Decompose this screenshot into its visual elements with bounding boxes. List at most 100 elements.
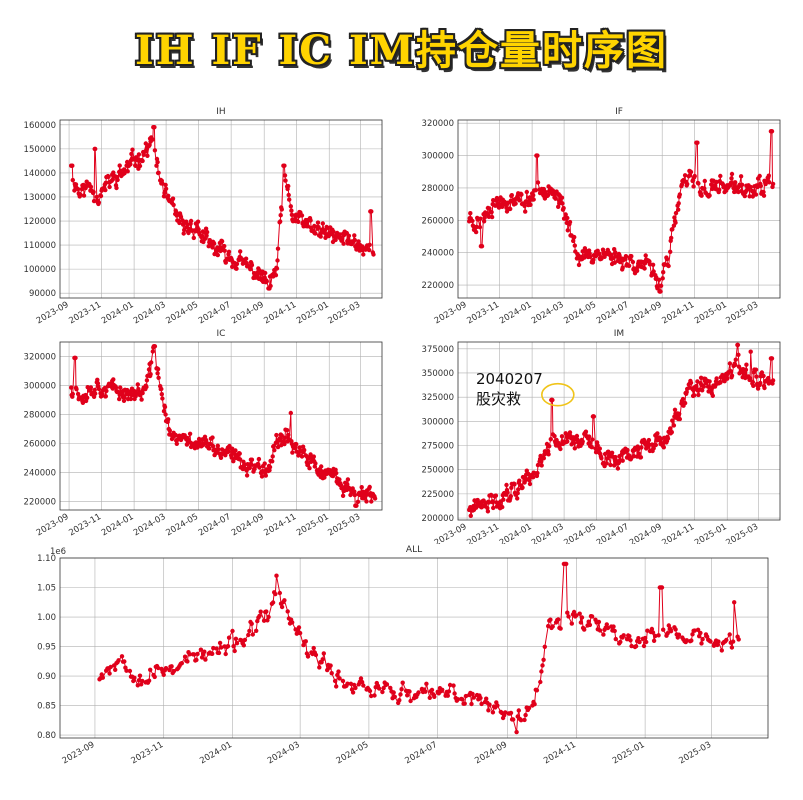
- all-data-point: [255, 618, 260, 624]
- all-xtick-label: 2023-11: [129, 740, 165, 766]
- if-data-point: [613, 250, 618, 255]
- all-data-point: [353, 685, 358, 691]
- if-chart-title: IF: [615, 107, 623, 117]
- ic-data-point: [345, 482, 350, 487]
- im-data-point: [517, 478, 522, 483]
- ih-data-point: [186, 230, 191, 236]
- chart-ih: IH 90000 100000 110000 120000 130000 140000 150…: [24, 107, 383, 326]
- ih-chart-title: IH: [216, 107, 225, 117]
- ih-data-point: [163, 186, 169, 191]
- im-data-point: [653, 442, 658, 448]
- ic-data-point: [69, 385, 74, 390]
- ih-ytick-label: 140000: [24, 169, 56, 179]
- ih-data-point: [282, 163, 287, 168]
- all-data-point: [285, 609, 290, 614]
- if-data-point: [669, 235, 674, 241]
- im-data-point: [707, 379, 712, 384]
- all-data-point: [539, 669, 544, 674]
- all-data-point: [320, 657, 325, 662]
- all-xtick-label: 2024-11: [542, 740, 578, 766]
- all-data-point: [301, 642, 306, 648]
- im-chart-title: IM: [614, 329, 624, 339]
- ic-data-point: [150, 349, 155, 354]
- if-data-point: [482, 215, 487, 220]
- ih-data-point: [315, 220, 321, 225]
- ic-data-point: [104, 388, 109, 394]
- all-data-point: [526, 705, 532, 711]
- im-data-point: [493, 493, 499, 498]
- ih-data-point: [282, 173, 288, 178]
- im-ytick-label: 300000: [422, 417, 454, 427]
- im-data-point: [567, 430, 573, 435]
- if-plot-frame: [457, 119, 781, 299]
- im-data-point: [696, 392, 701, 398]
- ic-data-point: [174, 441, 179, 446]
- if-data-point: [766, 173, 771, 178]
- ic-data-point: [156, 375, 161, 380]
- ih-data-point: [177, 220, 182, 226]
- im-data-point: [688, 380, 694, 385]
- if-data-point: [553, 196, 558, 201]
- if-data-point: [470, 218, 475, 224]
- all-ytick-label: 0.85: [37, 702, 56, 712]
- all-data-point: [556, 617, 561, 622]
- all-data-point: [274, 573, 279, 578]
- all-data-point: [548, 617, 553, 622]
- all-data-point: [198, 647, 204, 652]
- all-ytick-label: 1.10: [37, 554, 56, 564]
- if-data-point: [535, 180, 541, 185]
- ih-data-point: [352, 237, 357, 243]
- im-data-point: [755, 386, 761, 391]
- all-ytick-label: 0.95: [37, 643, 56, 653]
- ih-data-point: [152, 125, 157, 130]
- if-data-point: [523, 209, 528, 214]
- im-data-point: [665, 436, 671, 441]
- im-data-point: [509, 485, 514, 490]
- ih-ytick-label: 150000: [24, 145, 56, 155]
- im-data-point: [669, 430, 674, 435]
- im-data-point: [505, 490, 510, 495]
- all-data-point: [317, 665, 322, 670]
- all-data-point: [538, 679, 543, 685]
- ih-data-point: [117, 163, 122, 168]
- all-data-point: [542, 644, 547, 649]
- if-data-point: [556, 204, 561, 209]
- im-data-point: [733, 362, 738, 368]
- ih-data-point: [234, 261, 240, 267]
- all-data-point: [116, 658, 121, 663]
- ih-data-point: [318, 234, 323, 239]
- im-data-point: [733, 357, 738, 362]
- ih-data-point: [136, 152, 142, 157]
- im-data-point: [485, 505, 490, 511]
- ih-ytick-label: 110000: [24, 241, 56, 251]
- ic-data-point: [272, 448, 277, 453]
- im-data-point: [762, 385, 767, 391]
- ih-data-point: [361, 252, 366, 257]
- all-data-point: [427, 695, 432, 700]
- if-data-point: [531, 197, 536, 202]
- all-data-point: [337, 676, 342, 681]
- if-data-point: [761, 193, 767, 198]
- all-data-point: [532, 702, 537, 707]
- ic-data-point: [202, 434, 208, 439]
- all-data-point: [462, 701, 467, 706]
- ic-data-point: [166, 417, 171, 422]
- ic-xtick-label: 2024-01: [100, 512, 136, 538]
- ih-data-point: [181, 231, 186, 236]
- ih-data-point: [93, 146, 98, 152]
- all-data-point: [313, 652, 319, 658]
- if-data-point: [602, 254, 607, 259]
- im-data-point: [599, 456, 604, 461]
- all-data-point: [684, 638, 689, 643]
- if-ytick-label: 320000: [422, 119, 454, 129]
- ih-data-point: [75, 187, 81, 192]
- chart-im: IM 200000 225000 250000 275000 300000 325000 35…: [422, 329, 781, 544]
- if-data-point: [655, 286, 660, 291]
- ih-data-point: [341, 241, 346, 246]
- all-data-point: [432, 694, 437, 699]
- all-data-point: [611, 624, 616, 629]
- ic-data-point: [118, 385, 123, 390]
- all-data-point: [335, 672, 340, 678]
- im-data-point: [590, 437, 595, 442]
- if-data-point: [567, 219, 573, 225]
